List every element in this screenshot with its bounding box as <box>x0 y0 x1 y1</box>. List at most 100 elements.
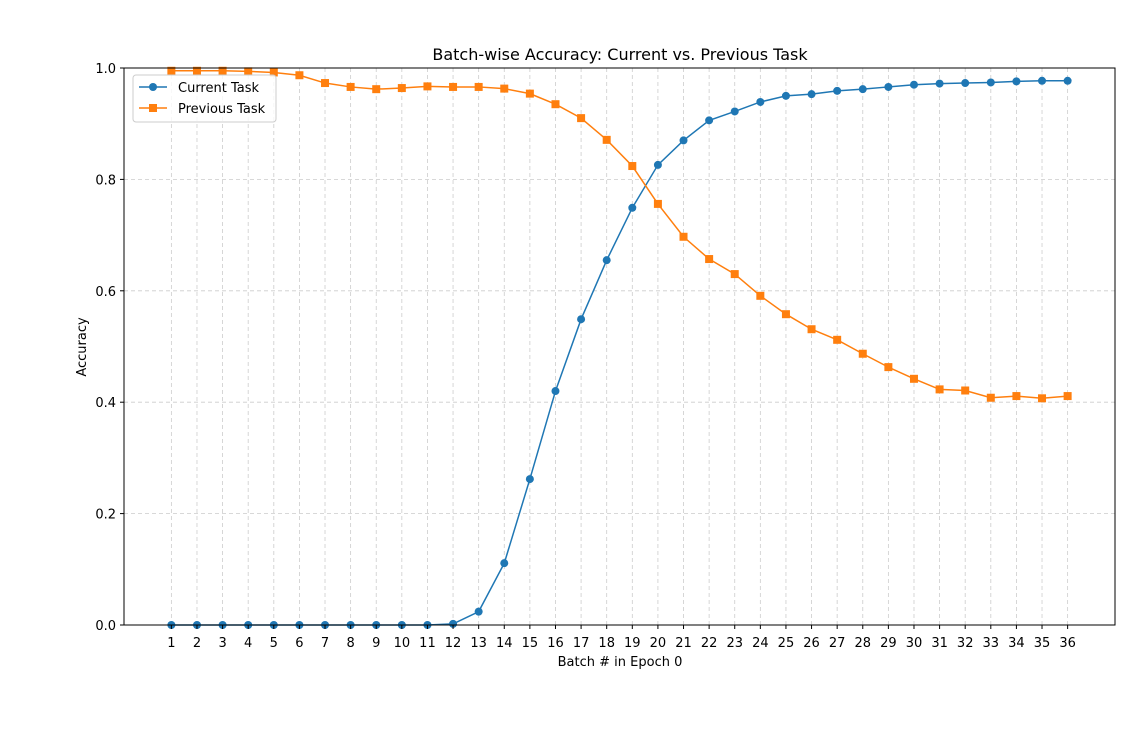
x-tick-label: 11 <box>419 636 436 651</box>
data-point-current-task <box>679 136 688 145</box>
x-tick-label: 19 <box>624 636 641 651</box>
data-point-current-task <box>884 82 893 91</box>
data-point-current-task <box>833 86 842 95</box>
data-point-previous-task <box>679 232 688 241</box>
data-point-current-task <box>525 475 534 484</box>
x-tick-label: 15 <box>522 636 539 651</box>
y-tick-label: 0.6 <box>95 285 116 300</box>
data-point-current-task <box>1063 76 1072 85</box>
data-point-current-task <box>1012 77 1021 86</box>
data-point-current-task <box>628 203 637 212</box>
x-tick-label: 27 <box>829 636 846 651</box>
legend-label-current: Current Task <box>178 81 259 96</box>
data-point-current-task <box>474 607 483 616</box>
data-point-previous-task <box>705 255 714 264</box>
x-tick-label: 7 <box>321 636 329 651</box>
data-point-current-task <box>730 107 739 116</box>
x-tick-label: 22 <box>701 636 718 651</box>
data-point-current-task <box>449 619 458 628</box>
grid <box>124 67 1115 626</box>
data-point-current-task <box>961 79 970 88</box>
data-point-previous-task <box>628 162 637 171</box>
data-point-current-task <box>653 160 662 169</box>
x-tick-label: 18 <box>598 636 615 651</box>
x-tick-label: 23 <box>726 636 743 651</box>
data-point-previous-task <box>500 84 509 93</box>
data-point-current-task <box>935 79 944 88</box>
data-point-current-task <box>602 256 611 265</box>
data-point-current-task <box>756 97 765 106</box>
data-point-previous-task <box>935 385 944 394</box>
legend-box <box>132 74 277 123</box>
data-point-previous-task <box>884 363 893 372</box>
data-point-previous-task <box>321 79 330 88</box>
data-point-previous-task <box>961 386 970 395</box>
data-point-previous-task <box>730 270 739 279</box>
data-point-previous-task <box>653 199 662 208</box>
x-tick-label: 14 <box>496 636 513 651</box>
data-point-previous-task <box>423 82 432 91</box>
data-point-current-task <box>500 559 509 568</box>
data-point-current-task <box>781 91 790 100</box>
data-point-previous-task <box>269 68 278 77</box>
x-tick-label: 35 <box>1034 636 1051 651</box>
data-point-previous-task <box>397 84 406 93</box>
x-tick-label: 1 <box>167 636 175 651</box>
data-point-current-task <box>986 78 995 87</box>
data-point-current-task <box>705 116 714 125</box>
data-point-previous-task <box>449 82 458 91</box>
data-point-previous-task <box>372 85 381 94</box>
data-point-previous-task <box>295 71 304 80</box>
data-point-current-task <box>577 315 586 324</box>
legend: Current Task Previous Task <box>132 74 277 123</box>
x-tick-label: 21 <box>675 636 692 651</box>
data-point-previous-task <box>218 66 227 75</box>
data-point-previous-task <box>833 335 842 344</box>
series-previous-task <box>167 66 1072 403</box>
data-point-current-task <box>909 80 918 89</box>
x-tick-label: 4 <box>244 636 252 651</box>
x-tick-label: 12 <box>445 636 462 651</box>
x-tick-label: 5 <box>270 636 278 651</box>
data-point-previous-task <box>1012 392 1021 401</box>
x-tick-label: 28 <box>854 636 871 651</box>
data-point-previous-task <box>551 100 560 109</box>
x-tick-label: 31 <box>931 636 948 651</box>
x-tick-label: 8 <box>346 636 354 651</box>
x-tick-label: 17 <box>573 636 590 651</box>
x-tick-label: 6 <box>295 636 303 651</box>
x-axis-label: Batch # in Epoch 0 <box>558 655 683 670</box>
x-tick-label: 16 <box>547 636 564 651</box>
x-tick-label: 13 <box>470 636 487 651</box>
data-point-previous-task <box>167 66 176 75</box>
data-point-previous-task <box>1038 394 1047 403</box>
y-tick-label: 0.2 <box>95 508 116 523</box>
x-tick-label: 34 <box>1008 636 1025 651</box>
x-tick-label: 32 <box>957 636 974 651</box>
x-tick-label: 29 <box>880 636 897 651</box>
data-point-previous-task <box>474 82 483 91</box>
data-point-previous-task <box>346 82 355 91</box>
x-tick-label: 10 <box>394 636 411 651</box>
data-point-previous-task <box>986 393 995 402</box>
y-tick-label: 1.0 <box>95 62 116 77</box>
data-point-previous-task <box>807 325 816 334</box>
data-point-current-task <box>551 387 560 396</box>
chart-title: Batch-wise Accuracy: Current vs. Previou… <box>432 45 808 64</box>
legend-marker-previous <box>149 104 157 112</box>
y-tick-label: 0.8 <box>95 173 116 188</box>
x-tick-label: 33 <box>983 636 1000 651</box>
data-point-previous-task <box>1063 392 1072 401</box>
data-point-previous-task <box>577 114 586 123</box>
data-point-current-task <box>858 85 867 94</box>
data-point-previous-task <box>525 89 534 98</box>
data-point-previous-task <box>909 374 918 383</box>
legend-marker-current <box>149 83 157 91</box>
data-point-current-task <box>1038 76 1047 85</box>
data-point-previous-task <box>858 349 867 358</box>
x-tick-label: 30 <box>906 636 923 651</box>
ticks: 1 2 3 4 5 6 7 8 9 10 11 12 13 14 15 16 17 18 19 20 21 22 23 24 2… <box>95 62 1076 651</box>
legend-label-previous: Previous Task <box>178 102 266 117</box>
x-tick-label: 2 <box>193 636 201 651</box>
